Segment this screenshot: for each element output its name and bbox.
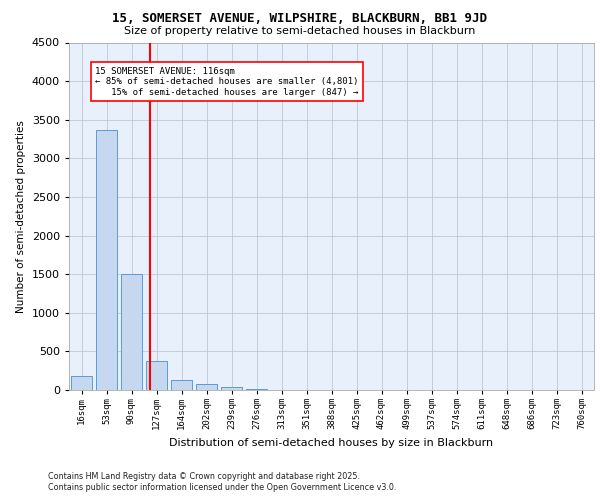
Y-axis label: Number of semi-detached properties: Number of semi-detached properties [16, 120, 26, 312]
Text: Size of property relative to semi-detached houses in Blackburn: Size of property relative to semi-detach… [124, 26, 476, 36]
Bar [196, 384, 217, 390]
Bar [121, 274, 142, 390]
Text: 15 SOMERSET AVENUE: 116sqm
← 85% of semi-detached houses are smaller (4,801)
   : 15 SOMERSET AVENUE: 116sqm ← 85% of semi… [95, 67, 359, 96]
Bar [221, 387, 242, 390]
Bar [71, 376, 92, 390]
Text: Contains HM Land Registry data © Crown copyright and database right 2025.: Contains HM Land Registry data © Crown c… [48, 472, 360, 481]
X-axis label: Distribution of semi-detached houses by size in Blackburn: Distribution of semi-detached houses by … [169, 438, 494, 448]
Text: 15, SOMERSET AVENUE, WILPSHIRE, BLACKBURN, BB1 9JD: 15, SOMERSET AVENUE, WILPSHIRE, BLACKBUR… [113, 12, 487, 26]
Bar [96, 130, 117, 390]
Text: Contains public sector information licensed under the Open Government Licence v3: Contains public sector information licen… [48, 484, 397, 492]
Bar [146, 361, 167, 390]
Bar [171, 380, 192, 390]
